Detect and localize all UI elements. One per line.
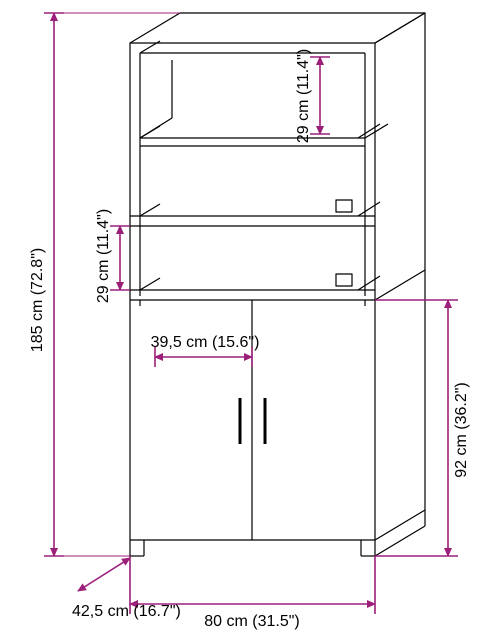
label-depth: 42,5 cm (16.7") — [72, 603, 181, 620]
label-width: 80 cm (31.5") — [204, 613, 300, 630]
label-door-width: 39,5 cm (15.6") — [151, 334, 260, 351]
label-height-total: 185 cm (72.8") — [29, 248, 46, 352]
cabinet-outline — [130, 13, 425, 556]
label-height-lower: 92 cm (36.2") — [453, 382, 470, 478]
label-shelf-bottom: 29 cm (11.4") — [95, 209, 112, 303]
label-shelf-top: 29 cm (11.4") — [295, 49, 312, 143]
dimension-labels: 185 cm (72.8") 92 cm (36.2") 80 cm (31.5… — [29, 49, 470, 630]
cabinet-dimensions-diagram: 185 cm (72.8") 92 cm (36.2") 80 cm (31.5… — [0, 0, 500, 641]
dim-extensions — [54, 13, 180, 556]
dimension-lines — [44, 13, 458, 614]
